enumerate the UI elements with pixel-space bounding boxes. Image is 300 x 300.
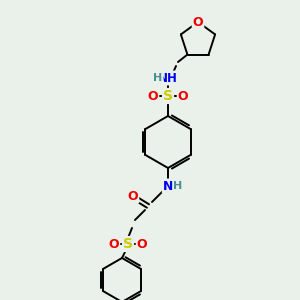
Text: O: O — [128, 190, 138, 202]
Text: O: O — [178, 89, 188, 103]
Text: O: O — [137, 238, 147, 250]
Text: O: O — [148, 89, 158, 103]
Text: N: N — [163, 179, 173, 193]
Text: H: H — [153, 73, 163, 83]
Text: S: S — [163, 89, 173, 103]
Text: S: S — [123, 237, 133, 251]
Text: O: O — [109, 238, 119, 250]
Text: NH: NH — [158, 71, 178, 85]
Text: H: H — [173, 181, 183, 191]
Text: O: O — [193, 16, 203, 28]
